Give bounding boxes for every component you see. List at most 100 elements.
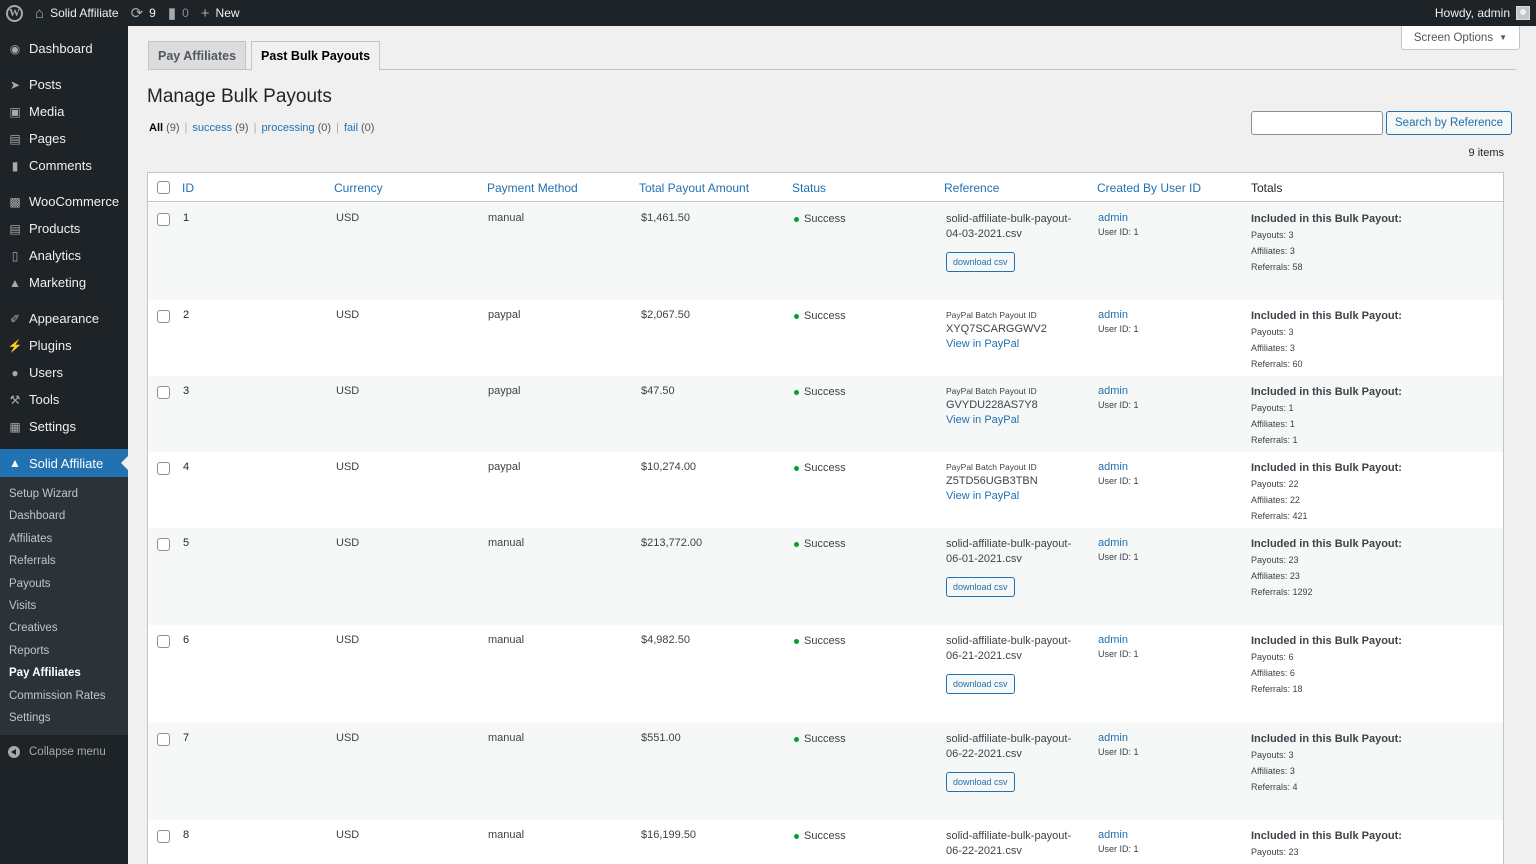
- download-csv-button[interactable]: download csv: [946, 252, 1015, 272]
- cell-total-amount: $551.00: [641, 732, 681, 744]
- menu-comments[interactable]: ▮ Comments: [0, 152, 128, 179]
- status-success-dot-icon: [794, 736, 799, 742]
- submenu-setup-wizard[interactable]: Setup Wizard: [9, 488, 79, 500]
- created-by-user-link[interactable]: admin: [1098, 732, 1128, 744]
- site-name-link[interactable]: ⌂ Solid Affiliate: [29, 0, 125, 26]
- totals-affiliates: Affiliates: 23: [1251, 860, 1402, 864]
- filter-fail[interactable]: fail: [343, 122, 359, 134]
- row-checkbox[interactable]: [157, 635, 170, 648]
- tab-past-bulk-payouts[interactable]: Past Bulk Payouts: [251, 41, 381, 71]
- updates-link[interactable]: ⟳ 9: [125, 0, 162, 26]
- download-csv-button[interactable]: download csv: [946, 772, 1015, 792]
- cell-currency: USD: [336, 829, 360, 841]
- menu-woocommerce[interactable]: ▩ WooCommerce: [0, 188, 128, 215]
- submenu-pay-affiliates[interactable]: Pay Affiliates: [9, 667, 81, 680]
- row-checkbox[interactable]: [157, 386, 170, 399]
- reference-batch-id: Z5TD56UGB3TBN: [946, 475, 1038, 487]
- created-by-user-link[interactable]: admin: [1098, 212, 1128, 224]
- menu-users[interactable]: ● Users: [0, 359, 128, 386]
- row-checkbox[interactable]: [157, 733, 170, 746]
- cell-totals: Included in this Bulk Payout: Payouts: 3 A…: [1251, 309, 1402, 372]
- view-in-paypal-link[interactable]: View in PayPal: [946, 490, 1020, 502]
- menu-media[interactable]: ▣ Media: [0, 98, 128, 125]
- archive-icon: ▤: [9, 221, 21, 236]
- account-menu[interactable]: Howdy, admin: [1435, 6, 1536, 20]
- view-in-paypal-link[interactable]: View in PayPal: [946, 338, 1020, 350]
- cell-total-amount: $4,982.50: [641, 634, 690, 646]
- created-by-user-link[interactable]: admin: [1098, 829, 1128, 841]
- download-csv-button[interactable]: download csv: [946, 577, 1015, 597]
- comments-link[interactable]: ▮ 0: [162, 0, 195, 26]
- status-success-dot-icon: [794, 465, 799, 471]
- totals-referrals: Referrals: 4: [1251, 782, 1298, 792]
- search-by-reference-button[interactable]: Search by Reference: [1386, 111, 1513, 135]
- row-checkbox[interactable]: [157, 310, 170, 323]
- cell-id: 2: [183, 309, 190, 321]
- created-by-user-id: User ID: 1: [1098, 227, 1139, 237]
- submenu-visits[interactable]: Visits: [9, 599, 37, 612]
- menu-appearance[interactable]: ✐ Appearance: [0, 305, 128, 332]
- column-header-id[interactable]: ID: [182, 181, 194, 195]
- submenu-dashboard[interactable]: Dashboard: [9, 510, 66, 523]
- column-header-currency[interactable]: Currency: [334, 181, 383, 195]
- row-checkbox[interactable]: [157, 830, 170, 843]
- menu-settings[interactable]: ▦ Settings: [0, 413, 128, 440]
- new-content-link[interactable]: + New: [195, 0, 246, 26]
- menu-posts[interactable]: ➤ Posts: [0, 71, 128, 98]
- menu-plugins[interactable]: ⚡ Plugins: [0, 332, 128, 359]
- screen-options-button[interactable]: Screen Options ▼: [1400, 26, 1520, 50]
- collapse-menu-button[interactable]: Collapse menu: [0, 735, 128, 769]
- cell-status: Success: [794, 538, 846, 550]
- row-checkbox[interactable]: [157, 538, 170, 551]
- tab-pay-affiliates[interactable]: Pay Affiliates: [148, 41, 247, 70]
- created-by-user-id: User ID: 1: [1098, 649, 1139, 659]
- created-by-user-link[interactable]: admin: [1098, 461, 1128, 473]
- menu-tools[interactable]: ⚒ Tools: [0, 386, 128, 413]
- reference-filename-line2: 04-03-2021.csv: [946, 228, 1022, 240]
- wordpress-logo-icon[interactable]: W: [6, 4, 23, 22]
- created-by-user-link[interactable]: admin: [1098, 385, 1128, 397]
- submenu-settings[interactable]: Settings: [9, 711, 51, 724]
- status-success-dot-icon: [794, 313, 799, 319]
- cell-reference: PayPal Batch Payout ID XYQ7SCARGGWV2 View …: [946, 309, 1047, 352]
- column-header-status[interactable]: Status: [792, 181, 827, 195]
- submenu-creatives[interactable]: Creatives: [9, 622, 58, 635]
- reference-batch-id: GVYDU228AS7Y8: [946, 399, 1038, 411]
- solid-affiliate-submenu: Setup Wizard Dashboard Affiliates Referr…: [0, 477, 128, 736]
- created-by-user-link[interactable]: admin: [1098, 537, 1128, 549]
- filter-success[interactable]: success: [192, 122, 233, 134]
- search-input[interactable]: [1251, 111, 1383, 135]
- menu-pages[interactable]: ▤ Pages: [0, 125, 128, 152]
- reference-filename-line2: 06-21-2021.csv: [946, 650, 1022, 662]
- column-header-total-payout-amount[interactable]: Total Payout Amount: [639, 181, 750, 195]
- submenu-payouts[interactable]: Payouts: [9, 577, 51, 590]
- cell-created-by: admin User ID: 1: [1098, 732, 1139, 757]
- column-header-payment-method[interactable]: Payment Method: [487, 181, 578, 195]
- cell-currency: USD: [336, 537, 360, 549]
- column-header-reference[interactable]: Reference: [944, 181, 1000, 195]
- filter-count: (0): [361, 122, 375, 134]
- filter-separator: |: [184, 122, 188, 134]
- menu-label: Pages: [29, 131, 66, 146]
- submenu-referrals[interactable]: Referrals: [9, 555, 56, 568]
- created-by-user-link[interactable]: admin: [1098, 309, 1128, 321]
- filter-all[interactable]: All: [149, 122, 164, 134]
- created-by-user-link[interactable]: admin: [1098, 634, 1128, 646]
- row-checkbox[interactable]: [157, 213, 170, 226]
- submenu-affiliates[interactable]: Affiliates: [9, 532, 53, 545]
- submenu-commission-rates[interactable]: Commission Rates: [9, 689, 106, 702]
- select-all-checkbox[interactable]: [157, 181, 170, 194]
- admin-bar: W ⌂ Solid Affiliate ⟳ 9 ▮ 0 + New Howdy,…: [0, 0, 1536, 26]
- created-by-user-id: User ID: 1: [1098, 476, 1139, 486]
- submenu-reports[interactable]: Reports: [9, 644, 50, 657]
- filter-processing[interactable]: processing: [261, 122, 315, 134]
- menu-dashboard[interactable]: ◉ Dashboard: [0, 35, 128, 62]
- row-checkbox[interactable]: [157, 462, 170, 475]
- download-csv-button[interactable]: download csv: [946, 674, 1015, 694]
- menu-analytics[interactable]: ▯ Analytics: [0, 242, 128, 269]
- view-in-paypal-link[interactable]: View in PayPal: [946, 414, 1020, 426]
- menu-solid-affiliate[interactable]: ▲ Solid Affiliate: [0, 449, 128, 477]
- menu-marketing[interactable]: ▲ Marketing: [0, 269, 128, 296]
- column-header-created-by[interactable]: Created By User ID: [1097, 181, 1202, 195]
- menu-products[interactable]: ▤ Products: [0, 215, 128, 242]
